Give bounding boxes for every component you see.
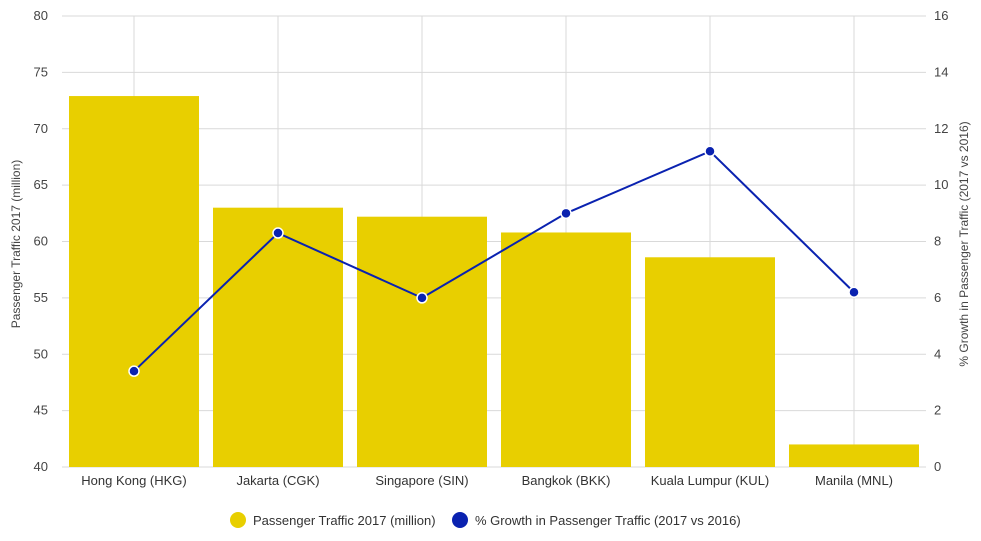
right-tick-label: 8: [934, 234, 941, 249]
left-tick-label: 65: [34, 177, 48, 192]
right-axis-title: % Growth in Passenger Traffic (2017 vs 2…: [957, 121, 971, 366]
legend-swatch-passenger-traffic: [230, 512, 246, 528]
right-tick-label: 4: [934, 346, 941, 361]
legend-label-passenger-traffic: Passenger Traffic 2017 (million): [253, 513, 436, 528]
bars: [69, 96, 919, 468]
growth-point: [128, 365, 140, 377]
legend-swatch-growth: [452, 512, 468, 528]
left-axis-ticks: 40 45 50 55 60 65 70 75 80: [34, 8, 48, 474]
legend-label-growth: % Growth in Passenger Traffic (2017 vs 2…: [475, 513, 741, 528]
category-label: Kuala Lumpur (KUL): [651, 473, 770, 488]
left-tick-label: 70: [34, 121, 48, 136]
bar: [501, 232, 631, 467]
category-label: Manila (MNL): [815, 473, 893, 488]
growth-point: [704, 145, 716, 158]
left-tick-label: 50: [34, 346, 48, 361]
category-label: Bangkok (BKK): [522, 473, 611, 488]
bar: [213, 207, 343, 468]
left-tick-label: 80: [34, 8, 48, 23]
right-tick-label: 2: [934, 403, 941, 418]
bar: [645, 257, 775, 467]
category-label: Hong Kong (HKG): [81, 473, 187, 488]
bar: [357, 216, 487, 467]
growth-point: [272, 227, 284, 239]
category-label: Jakarta (CGK): [236, 473, 319, 488]
growth-point: [416, 292, 428, 304]
left-tick-label: 75: [34, 64, 48, 79]
right-tick-label: 0: [934, 459, 941, 474]
right-tick-label: 6: [934, 290, 941, 305]
left-tick-label: 40: [34, 459, 48, 474]
bar: [789, 444, 919, 467]
right-axis-ticks: 0 2 4 6 8 10 12 14 16: [934, 8, 948, 474]
left-tick-label: 45: [34, 403, 48, 418]
left-tick-label: 55: [34, 290, 48, 305]
left-tick-label: 60: [34, 234, 48, 249]
right-tick-label: 14: [934, 64, 948, 79]
right-tick-label: 12: [934, 121, 948, 136]
right-tick-label: 16: [934, 8, 948, 23]
legend: Passenger Traffic 2017 (million) % Growt…: [230, 512, 741, 528]
growth-line: [128, 145, 860, 377]
growth-line-path: [133, 150, 855, 372]
category-labels: Hong Kong (HKG) Jakarta (CGK) Singapore (S…: [81, 473, 893, 488]
left-axis-title: Passenger Traffic 2017 (million): [9, 160, 23, 329]
category-label: Singapore (SIN): [375, 473, 468, 488]
growth-point: [560, 207, 572, 220]
bar: [69, 96, 199, 468]
right-tick-label: 10: [934, 177, 948, 192]
growth-point: [848, 286, 860, 298]
